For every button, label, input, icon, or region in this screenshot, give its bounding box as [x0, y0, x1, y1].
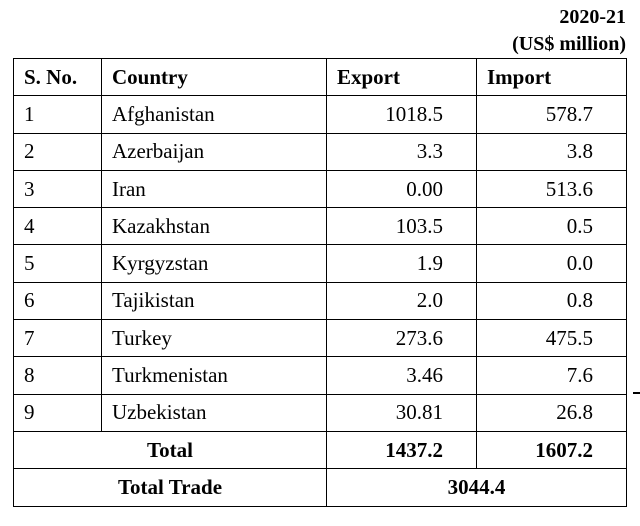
- cell-export: 103.5: [326, 207, 477, 246]
- cell-sno: 1: [13, 95, 102, 134]
- cell-country: Turkmenistan: [101, 356, 327, 395]
- cell-country: Uzbekistan: [101, 393, 327, 432]
- caption-unit: (US$ million): [512, 33, 626, 55]
- margin-tick-mark: [633, 392, 640, 394]
- cell-export: 0.00: [326, 169, 477, 209]
- cell-country: Turkey: [101, 319, 327, 358]
- total-export: 1437.2: [326, 430, 477, 470]
- table-row: 6 Tajikistan 2.0 0.8: [13, 281, 627, 321]
- total-trade-value: 3044.4: [326, 468, 627, 507]
- cell-country: Iran: [101, 169, 327, 209]
- cell-sno: 3: [13, 169, 102, 209]
- cell-country: Tajikistan: [101, 281, 327, 321]
- cell-export: 3.46: [326, 356, 477, 395]
- header-export: Export: [326, 57, 477, 97]
- table-caption: 2020-21 (US$ million): [512, 4, 626, 58]
- cell-export: 30.81: [326, 393, 477, 432]
- cell-sno: 9: [13, 393, 102, 432]
- cell-export: 1018.5: [326, 95, 477, 134]
- cell-sno: 5: [13, 244, 102, 283]
- trade-table: S. No. Country Export Import 1 Afghanist…: [13, 57, 627, 507]
- table-row: 8 Turkmenistan 3.46 7.6: [13, 356, 627, 395]
- caption-year: 2020-21: [559, 6, 626, 28]
- total-trade-label: Total Trade: [13, 468, 327, 507]
- cell-import: 7.6: [476, 356, 627, 395]
- total-import: 1607.2: [476, 430, 627, 470]
- header-sno: S. No.: [13, 57, 102, 97]
- cell-import: 513.6: [476, 169, 627, 209]
- table-row: 1 Afghanistan 1018.5 578.7: [13, 95, 627, 134]
- cell-import: 0.5: [476, 207, 627, 246]
- header-row: S. No. Country Export Import: [13, 57, 627, 97]
- cell-export: 2.0: [326, 281, 477, 321]
- cell-import: 0.0: [476, 244, 627, 283]
- total-trade-row: Total Trade 3044.4: [13, 468, 627, 507]
- header-country: Country: [101, 57, 327, 97]
- cell-import: 26.8: [476, 393, 627, 432]
- cell-import: 578.7: [476, 95, 627, 134]
- total-label: Total: [13, 430, 327, 470]
- cell-sno: 2: [13, 132, 102, 171]
- total-row: Total 1437.2 1607.2: [13, 430, 627, 470]
- cell-sno: 7: [13, 319, 102, 358]
- header-import: Import: [476, 57, 627, 97]
- table-row: 2 Azerbaijan 3.3 3.8: [13, 132, 627, 171]
- cell-export: 273.6: [326, 319, 477, 358]
- table-row: 7 Turkey 273.6 475.5: [13, 319, 627, 358]
- table-row: 9 Uzbekistan 30.81 26.8: [13, 393, 627, 432]
- cell-country: Azerbaijan: [101, 132, 327, 171]
- table-row: 4 Kazakhstan 103.5 0.5: [13, 207, 627, 246]
- cell-sno: 4: [13, 207, 102, 246]
- cell-import: 475.5: [476, 319, 627, 358]
- cell-import: 0.8: [476, 281, 627, 321]
- cell-country: Afghanistan: [101, 95, 327, 134]
- table-row: 3 Iran 0.00 513.6: [13, 169, 627, 209]
- cell-sno: 8: [13, 356, 102, 395]
- cell-sno: 6: [13, 281, 102, 321]
- cell-import: 3.8: [476, 132, 627, 171]
- cell-export: 1.9: [326, 244, 477, 283]
- cell-country: Kazakhstan: [101, 207, 327, 246]
- table-row: 5 Kyrgyzstan 1.9 0.0: [13, 244, 627, 283]
- cell-country: Kyrgyzstan: [101, 244, 327, 283]
- cell-export: 3.3: [326, 132, 477, 171]
